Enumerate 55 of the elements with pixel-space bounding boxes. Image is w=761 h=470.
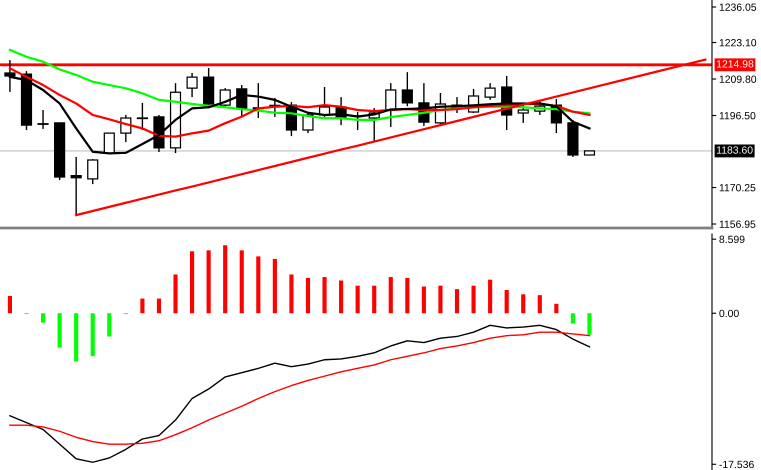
bar <box>240 250 244 314</box>
bar <box>405 278 410 314</box>
bar <box>388 277 393 314</box>
bar <box>488 280 492 314</box>
bar <box>356 286 360 314</box>
bar <box>190 251 194 314</box>
ref-line-label: 1214.98 <box>716 60 754 68</box>
bar <box>454 289 460 314</box>
bar <box>206 250 211 314</box>
candlestick <box>186 72 198 98</box>
y-tick-label: 1156.95 <box>720 220 756 228</box>
candlestick <box>70 156 82 216</box>
bar <box>40 313 46 323</box>
line-series <box>9 331 590 445</box>
candlestick <box>37 109 49 130</box>
bar <box>306 278 310 314</box>
bar <box>521 294 526 314</box>
bar <box>74 313 78 362</box>
y-tick-label: 0.00 <box>719 310 739 318</box>
bar <box>8 296 12 314</box>
bar <box>538 295 542 314</box>
bar <box>471 286 476 314</box>
candlestick <box>518 104 529 124</box>
bar <box>504 290 509 314</box>
ref-line-label: 1183.60 <box>716 146 753 154</box>
bar <box>587 313 592 335</box>
candlestick <box>385 82 396 128</box>
y-tick-label: 1196.50 <box>720 112 756 120</box>
candlestick <box>402 71 413 107</box>
y-tick-label: 1223.10 <box>720 39 756 46</box>
bar <box>156 298 162 314</box>
bar <box>256 256 260 314</box>
candlestick <box>484 82 496 101</box>
y-tick-label: -17.536 <box>719 460 754 468</box>
candlestick <box>87 158 98 185</box>
bar <box>554 304 558 314</box>
bar <box>223 245 228 314</box>
bar <box>140 298 144 314</box>
bar <box>90 313 95 356</box>
bar <box>322 277 327 314</box>
bar <box>58 313 62 348</box>
bar <box>372 286 376 314</box>
y-tick-label: 1170.25 <box>720 184 756 192</box>
bar <box>289 274 294 314</box>
bar <box>272 258 277 314</box>
y-tick-label: 1209.80 <box>720 76 756 83</box>
bar <box>339 280 344 314</box>
bar <box>107 313 112 336</box>
y-tick-label: 8.599 <box>719 236 745 244</box>
line-series <box>9 324 590 463</box>
y-tick-label: 1236.05 <box>720 3 756 11</box>
bar <box>438 286 443 314</box>
bar <box>570 313 575 324</box>
bar <box>173 274 178 314</box>
bar <box>422 286 426 314</box>
